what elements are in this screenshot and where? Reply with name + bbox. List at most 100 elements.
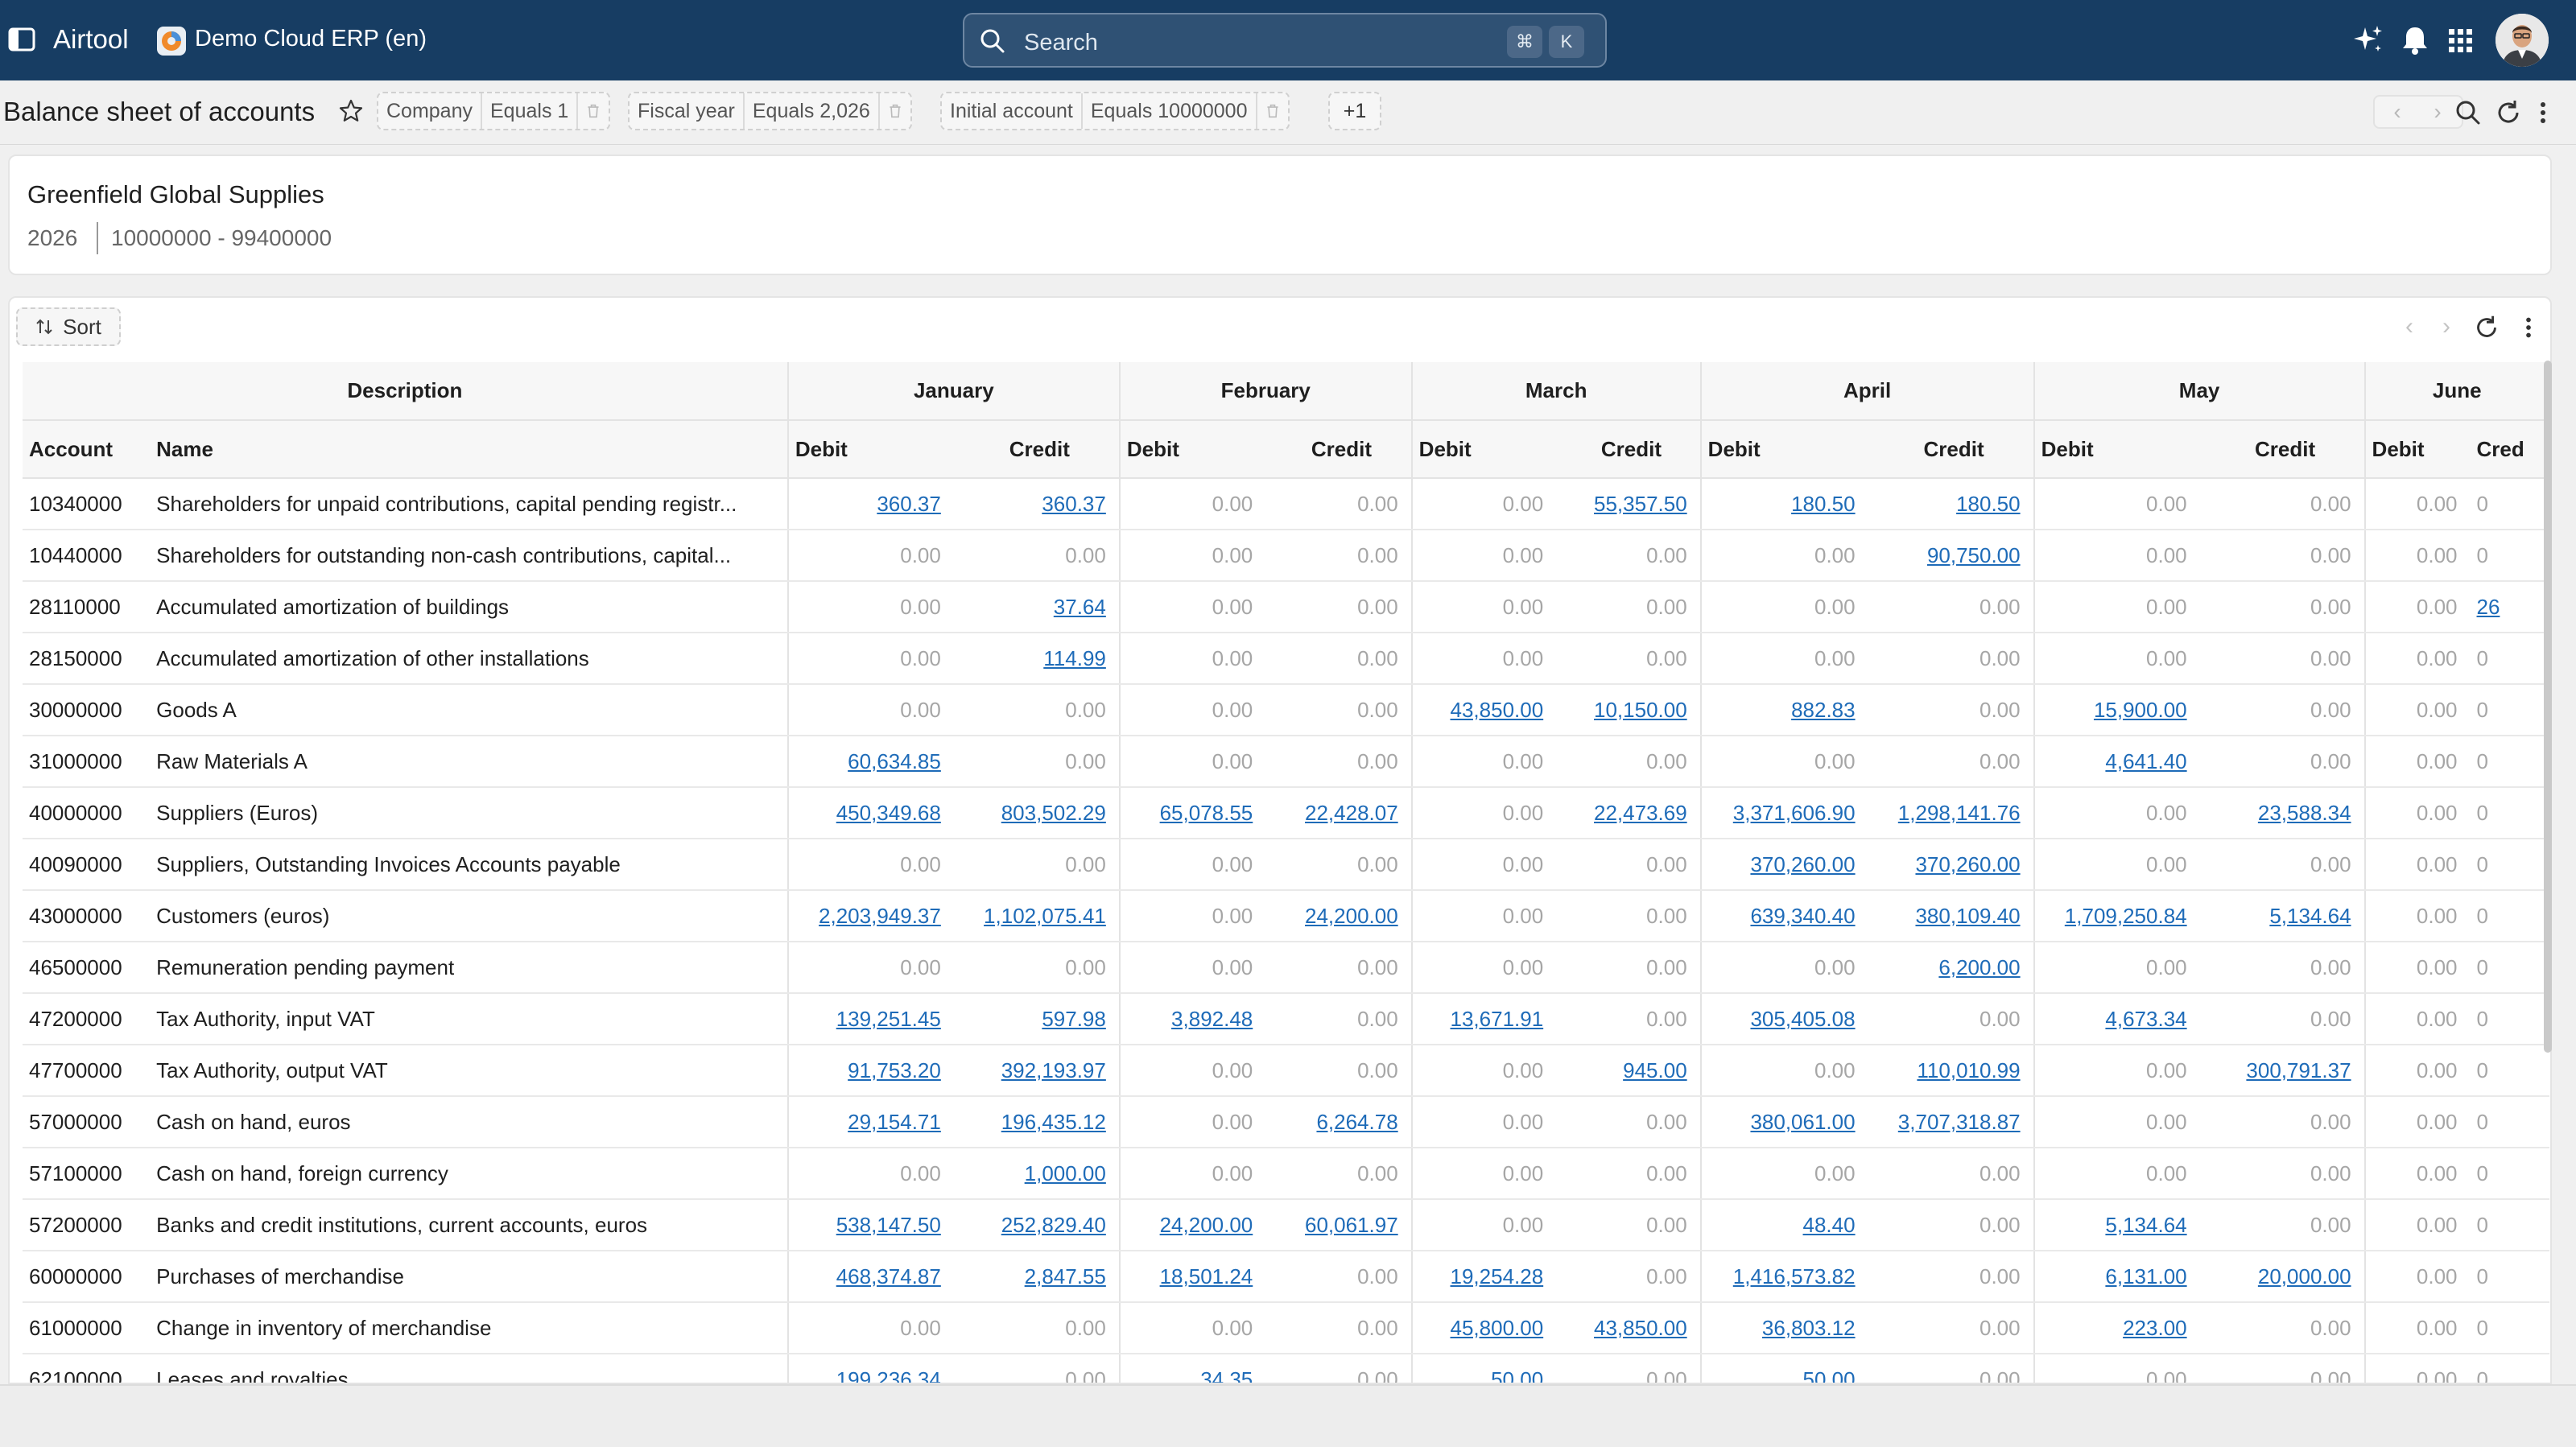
amount-link[interactable]: 945.00 [1623, 1057, 1687, 1082]
apps-grid-icon[interactable] [2442, 23, 2478, 58]
amount-link[interactable]: 60,634.85 [848, 748, 941, 773]
sort-button[interactable]: Sort [16, 307, 121, 346]
refresh-icon[interactable] [2471, 312, 2502, 343]
amount-link[interactable]: 300,791.37 [2246, 1057, 2351, 1082]
amount-link[interactable]: 370,260.00 [1750, 851, 1856, 876]
column-header-debit[interactable]: Debit [1700, 420, 1868, 479]
amount-link[interactable]: 1,709,250.84 [2064, 903, 2187, 928]
amount-link[interactable]: 392,193.97 [1001, 1057, 1106, 1082]
table-row[interactable]: 47700000 Tax Authority, output VAT 91,753.… [23, 1045, 2549, 1097]
amount-link[interactable]: 2,203,949.37 [819, 903, 941, 928]
amount-link[interactable]: 18,501.24 [1159, 1264, 1253, 1288]
scrollbar-thumb[interactable] [2544, 361, 2552, 1053]
table-row[interactable]: 30000000 Goods A 0.00 0.00 0.00 0.00 43,850.00… [23, 684, 2549, 736]
amount-link[interactable]: 37.64 [1053, 594, 1106, 619]
table-row[interactable]: 40000000 Suppliers (Euros) 450,349.68 803,5… [23, 787, 2549, 839]
amount-link[interactable]: 380,061.00 [1750, 1109, 1856, 1134]
amount-link[interactable]: 252,829.40 [1001, 1212, 1106, 1237]
amount-link[interactable]: 139,251.45 [836, 1006, 941, 1031]
table-row[interactable]: 57100000 Cash on hand, foreign currency 0.… [23, 1148, 2549, 1200]
refresh-icon[interactable] [2492, 97, 2524, 129]
avatar[interactable] [2496, 14, 2549, 67]
amount-link[interactable]: 24,200.00 [1305, 903, 1398, 928]
amount-link[interactable]: 15,900.00 [2093, 697, 2187, 722]
amount-link[interactable]: 4,641.40 [2105, 748, 2187, 773]
amount-link[interactable]: 34.35 [1200, 1367, 1253, 1384]
amount-link[interactable]: 2,847.55 [1024, 1264, 1106, 1288]
amount-link[interactable]: 1,102,075.41 [984, 903, 1106, 928]
chevron-left-icon[interactable]: ‹ [2393, 99, 2401, 124]
more-filters-button[interactable]: +1 [1328, 92, 1381, 130]
column-header-credit[interactable]: Credit [1556, 420, 1702, 479]
app-name[interactable]: Demo Cloud ERP (en) [195, 26, 427, 52]
filter-chip-fiscal-year[interactable]: Fiscal year Equals 2,026 [628, 92, 912, 130]
amount-link[interactable]: 43,850.00 [1450, 697, 1544, 722]
more-vertical-icon[interactable] [2531, 97, 2555, 129]
amount-link[interactable]: 29,154.71 [848, 1109, 941, 1134]
amount-link[interactable]: 370,260.00 [1915, 851, 2021, 876]
column-header-credit[interactable]: Credit [2199, 420, 2366, 479]
brand-name[interactable]: Airtool [53, 24, 129, 54]
amount-link[interactable]: 6,200.00 [1938, 954, 2021, 979]
column-header-account[interactable]: Account [23, 420, 151, 479]
amount-link[interactable]: 10,150.00 [1594, 697, 1687, 722]
amount-link[interactable]: 48.40 [1802, 1212, 1856, 1237]
column-header-credit[interactable]: Credit [1868, 420, 2035, 479]
search-bar[interactable]: Search ⌘ K [963, 13, 1607, 68]
table-row[interactable]: 28110000 Accumulated amortization of buil… [23, 581, 2549, 633]
amount-link[interactable]: 20,000.00 [2257, 1264, 2351, 1288]
amount-link[interactable]: 60,061.97 [1305, 1212, 1398, 1237]
column-header-debit[interactable]: Debit [2364, 420, 2471, 479]
table-row[interactable]: 60000000 Purchases of merchandise 468,374.… [23, 1251, 2549, 1303]
table-row[interactable]: 28150000 Accumulated amortization of othe… [23, 633, 2549, 685]
amount-link[interactable]: 538,147.50 [836, 1212, 941, 1237]
column-header-credit[interactable]: Credit [953, 420, 1121, 479]
amount-link[interactable]: 5,134.64 [2269, 903, 2351, 928]
amount-link[interactable]: 597.98 [1042, 1006, 1106, 1031]
trash-icon[interactable] [877, 93, 910, 129]
chevron-right-icon[interactable]: › [2434, 99, 2442, 124]
table-row[interactable]: 10340000 Shareholders for unpaid contribu… [23, 478, 2549, 530]
amount-link[interactable]: 22,428.07 [1305, 800, 1398, 825]
table-row[interactable]: 46500000 Remuneration pending payment 0.00… [23, 942, 2549, 994]
bell-icon[interactable] [2397, 23, 2433, 58]
amount-link[interactable]: 803,502.29 [1001, 800, 1106, 825]
chevron-right-icon[interactable]: › [2442, 313, 2450, 340]
amount-link[interactable]: 3,707,318.87 [1897, 1109, 2021, 1134]
amount-link[interactable]: 6,264.78 [1316, 1109, 1398, 1134]
amount-link[interactable]: 43,850.00 [1594, 1315, 1687, 1340]
amount-link[interactable]: 450,349.68 [836, 800, 941, 825]
filter-chip-company[interactable]: Company Equals 1 [377, 92, 611, 130]
amount-link[interactable]: 360.37 [877, 491, 941, 516]
amount-link[interactable]: 65,078.55 [1159, 800, 1253, 825]
sidebar-toggle-icon[interactable] [8, 27, 35, 52]
amount-link[interactable]: 90,750.00 [1926, 542, 2021, 567]
amount-link[interactable]: 4,673.34 [2105, 1006, 2187, 1031]
amount-link[interactable]: 23,588.34 [2257, 800, 2351, 825]
amount-link[interactable]: 305,405.08 [1750, 1006, 1856, 1031]
amount-link[interactable]: 1,000.00 [1024, 1160, 1106, 1185]
amount-link[interactable]: 114.99 [1043, 645, 1106, 670]
table-row[interactable]: 10440000 Shareholders for outstanding non… [23, 530, 2549, 582]
amount-link[interactable]: 50.00 [1491, 1367, 1544, 1384]
amount-link[interactable]: 19,254.28 [1450, 1264, 1544, 1288]
table-row[interactable]: 47200000 Tax Authority, input VAT 139,251.… [23, 993, 2549, 1045]
amount-link[interactable]: 360.37 [1042, 491, 1106, 516]
table-row[interactable]: 57200000 Banks and credit institutions, c… [23, 1199, 2549, 1251]
column-header-debit[interactable]: Debit [1119, 420, 1266, 479]
star-icon[interactable] [338, 98, 364, 124]
amount-link[interactable]: 180.50 [1791, 491, 1856, 516]
column-header-credit[interactable]: Cred [2470, 420, 2549, 479]
amount-link[interactable]: 55,357.50 [1594, 491, 1687, 516]
column-header-credit[interactable]: Credit [1265, 420, 1413, 479]
amount-link[interactable]: 468,374.87 [836, 1264, 941, 1288]
sparkle-icon[interactable] [2351, 23, 2386, 58]
amount-link[interactable]: 110,010.99 [1917, 1057, 2021, 1082]
column-header-debit[interactable]: Debit [787, 420, 954, 479]
amount-link[interactable]: 3,892.48 [1171, 1006, 1253, 1031]
amount-link[interactable]: 199,236.34 [836, 1367, 941, 1384]
amount-link[interactable]: 13,671.91 [1450, 1006, 1544, 1031]
table-row[interactable]: 62100000 Leases and royalties 199,236.34 0.… [23, 1354, 2549, 1384]
amount-link[interactable]: 223.00 [2123, 1315, 2187, 1340]
amount-link[interactable]: 380,109.40 [1915, 903, 2021, 928]
